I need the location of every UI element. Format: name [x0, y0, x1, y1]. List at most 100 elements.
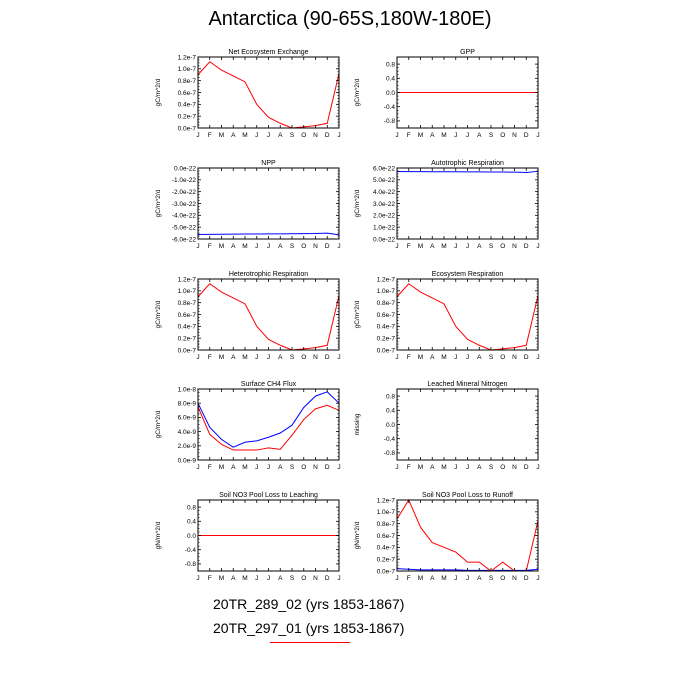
x-tick-label: A — [231, 354, 236, 361]
run1-label: 20TR_289_02 (yrs 1853-1867) — [213, 596, 405, 612]
y-tick-label: 0.4e-7 — [377, 324, 396, 331]
y-tick-label: 0.8 — [187, 504, 196, 511]
x-tick-label: N — [512, 243, 517, 250]
x-tick-label: F — [407, 243, 411, 250]
panel-title: Net Ecosystem Exchange — [228, 49, 308, 56]
y-axis-label: gC/m^2/d — [155, 189, 162, 217]
y-tick-label: 1.0e-7 — [178, 288, 197, 295]
x-tick-label: A — [278, 575, 283, 582]
x-tick-label: J — [337, 243, 340, 250]
x-tick-label: A — [231, 243, 236, 250]
x-tick-label: F — [208, 354, 212, 361]
x-tick-label: J — [255, 354, 258, 361]
x-tick-label: O — [301, 464, 306, 471]
x-tick-label: M — [418, 132, 423, 139]
y-axis-label: gN/m^2/d — [155, 521, 162, 549]
y-tick-label: -0.4 — [384, 436, 396, 443]
y-tick-label: -4.0e-22 — [172, 213, 197, 220]
y-tick-label: 0.4 — [187, 519, 196, 526]
x-tick-label: F — [407, 354, 411, 361]
x-tick-label: M — [441, 243, 446, 250]
x-tick-label: S — [489, 132, 494, 139]
y-tick-label: 0.8 — [386, 61, 395, 68]
x-tick-label: O — [301, 243, 306, 250]
panel-4: Autotrophic Respiration gC/m^2/d 0.0e-22 1.… — [354, 160, 540, 250]
x-tick-label: J — [255, 464, 258, 471]
panel-title: Autotrophic Respiration — [431, 160, 504, 167]
y-axis-label: gC/m^2/d — [155, 300, 162, 328]
x-tick-label: J — [454, 464, 457, 471]
y-tick-label: 1.0e-22 — [373, 224, 395, 231]
series-line-2 — [396, 498, 539, 572]
page-title: Antarctica (90-65S,180W-180E) — [208, 8, 492, 30]
x-tick-label: M — [418, 354, 423, 361]
y-tick-label: 0.2e-7 — [178, 335, 197, 342]
x-tick-label: S — [489, 243, 494, 250]
y-tick-label: 1.0e-7 — [178, 66, 197, 73]
y-tick-label: 0.0e-7 — [377, 347, 396, 354]
x-tick-label: F — [407, 575, 411, 582]
x-tick-label: M — [441, 354, 446, 361]
y-axis-label: gC/m^2/d — [354, 78, 361, 106]
x-tick-label: J — [255, 243, 258, 250]
x-tick-label: D — [524, 354, 529, 361]
x-tick-label: O — [301, 575, 306, 582]
y-axis-label: missing — [354, 413, 361, 435]
panel-1: Net Ecosystem Exchange gC/m^2/d 0.0e-7 0.2e… — [155, 49, 341, 139]
x-tick-label: N — [512, 132, 517, 139]
x-tick-label: J — [196, 243, 199, 250]
x-tick-label: A — [278, 464, 283, 471]
series-line-2 — [197, 404, 340, 451]
x-tick-label: N — [313, 464, 318, 471]
x-tick-label: O — [500, 243, 505, 250]
x-tick-label: F — [208, 132, 212, 139]
x-tick-label: N — [512, 354, 517, 361]
x-tick-label: N — [313, 132, 318, 139]
x-tick-label: S — [489, 575, 494, 582]
x-tick-label: J — [337, 354, 340, 361]
y-tick-label: 6.0e-9 — [178, 415, 197, 422]
x-tick-label: D — [325, 464, 330, 471]
x-tick-label: O — [500, 132, 505, 139]
x-tick-label: A — [231, 575, 236, 582]
x-tick-label: M — [418, 243, 423, 250]
y-tick-label: 3.0e-22 — [373, 201, 395, 208]
x-tick-label: J — [536, 243, 539, 250]
y-tick-label: 0.0e-7 — [178, 125, 197, 132]
x-tick-label: J — [395, 243, 398, 250]
x-tick-label: A — [278, 243, 283, 250]
plot-frame — [197, 388, 340, 461]
x-tick-label: M — [219, 575, 224, 582]
x-tick-label: M — [418, 464, 423, 471]
x-tick-label: A — [477, 243, 482, 250]
y-tick-label: 1.2e-7 — [377, 497, 396, 504]
y-tick-label: 0.2e-7 — [178, 113, 197, 120]
y-tick-label: 0.4e-7 — [178, 102, 197, 109]
y-tick-label: 1.0e-8 — [178, 386, 197, 393]
x-tick-label: J — [337, 464, 340, 471]
y-tick-label: 0.0e-9 — [178, 457, 197, 464]
run2-label: 20TR_297_01 (yrs 1853-1867) — [213, 620, 405, 636]
panel-9: Soil NO3 Pool Loss to Leaching gN/m^2/d -0… — [155, 492, 341, 582]
x-tick-label: J — [536, 575, 539, 582]
panel-title: Surface CH4 Flux — [241, 381, 297, 388]
x-tick-label: M — [418, 575, 423, 582]
x-tick-label: M — [441, 575, 446, 582]
series-line-2 — [197, 61, 340, 129]
x-tick-label: A — [231, 132, 236, 139]
y-tick-label: 0.6e-7 — [178, 312, 197, 319]
y-tick-label: 2.0e-22 — [373, 213, 395, 220]
x-tick-label: M — [242, 132, 247, 139]
x-tick-label: F — [208, 464, 212, 471]
panel-3: NPP gC/m^2/d -6.0e-22 -5.0e-22 -4.0e-22 -3.0e… — [155, 160, 341, 250]
series-line-1 — [197, 391, 340, 448]
y-tick-label: 0.8e-7 — [377, 300, 396, 307]
x-tick-label: J — [395, 132, 398, 139]
plot-frame — [396, 499, 539, 572]
y-axis-label: gC/m^2/d — [354, 300, 361, 328]
x-tick-label: J — [196, 464, 199, 471]
panel-title: Soil NO3 Pool Loss to Runoff — [422, 492, 513, 499]
x-tick-label: J — [196, 132, 199, 139]
y-tick-label: -3.0e-22 — [172, 201, 197, 208]
x-tick-label: D — [524, 132, 529, 139]
